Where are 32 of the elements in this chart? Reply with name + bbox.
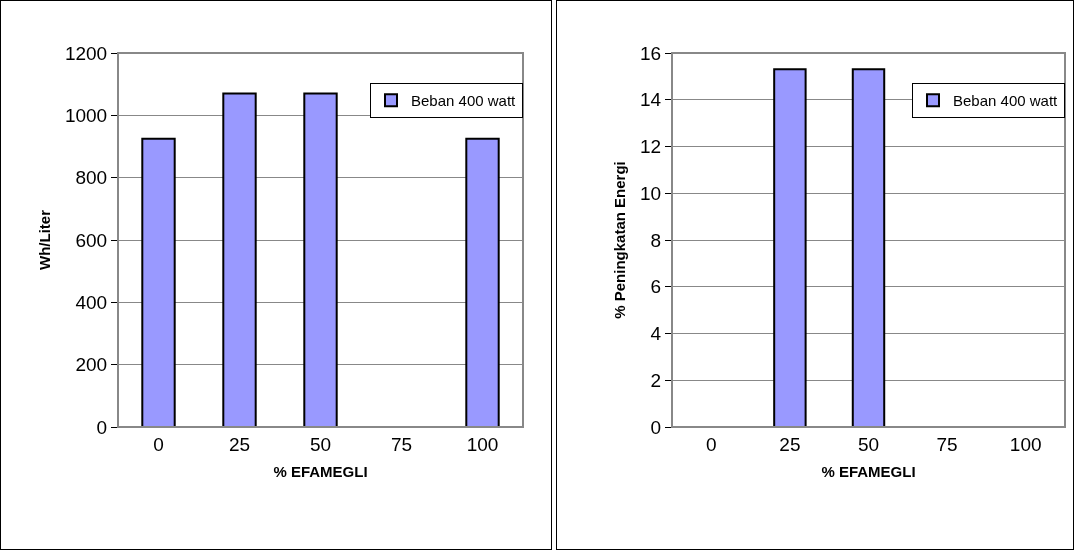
y-tick-label: 12 (640, 136, 662, 158)
x-tick-label: 0 (153, 433, 164, 455)
y-axis-title: Wh/Liter (36, 209, 54, 270)
x-tick-label: 100 (1009, 433, 1042, 455)
x-tick-label: 50 (857, 433, 880, 455)
x-axis-title: % EFAMEGLI (273, 462, 368, 480)
x-tick-label: 25 (228, 433, 251, 455)
x-tick-label: 75 (936, 433, 958, 455)
x-tick-label: 0 (706, 433, 717, 455)
y-tick-label: 1200 (64, 42, 108, 64)
y-tick-label: 400 (75, 291, 108, 313)
y-tick-label: 16 (640, 42, 662, 64)
y-tick-label: 800 (75, 167, 108, 189)
y-tick-label: 1000 (64, 104, 108, 126)
y-tick-label: 2 (650, 369, 662, 391)
x-tick-label: 75 (390, 433, 413, 455)
y-tick-label: 14 (640, 89, 662, 111)
legend-label: Beban 400 watt (953, 92, 1059, 110)
y-tick-label: 200 (75, 354, 108, 376)
y-tick-label: 8 (650, 229, 662, 251)
y-axis-title: % Peningkatan Energi (611, 161, 629, 319)
y-tick-label: 600 (75, 229, 108, 251)
x-tick-label: 25 (779, 433, 801, 455)
legend-label: Beban 400 watt (411, 92, 517, 110)
x-tick-label: 100 (466, 433, 499, 455)
y-tick-label: 4 (650, 323, 662, 345)
x-axis-title: % EFAMEGLI (821, 462, 916, 480)
y-tick-label: 6 (650, 276, 662, 298)
y-tick-label: 0 (650, 416, 662, 438)
x-tick-label: 50 (309, 433, 332, 455)
y-tick-label: 0 (96, 416, 108, 438)
y-tick-label: 10 (640, 182, 662, 204)
